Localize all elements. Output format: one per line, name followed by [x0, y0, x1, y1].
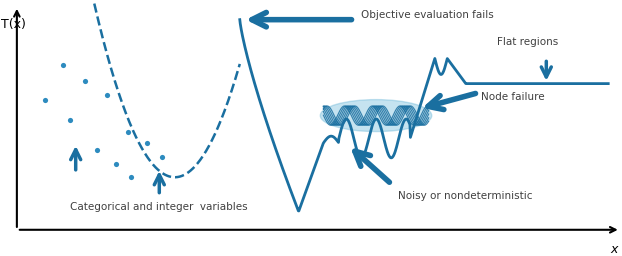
Ellipse shape — [320, 100, 432, 132]
Point — [65, 118, 75, 122]
Point — [126, 175, 136, 179]
Text: Objective evaluation fails: Objective evaluation fails — [361, 10, 493, 20]
Point — [93, 148, 103, 152]
Text: Node failure: Node failure — [481, 92, 545, 102]
Point — [123, 130, 133, 134]
Point — [101, 93, 111, 97]
Point — [142, 141, 152, 145]
Text: Flat regions: Flat regions — [497, 37, 558, 47]
Point — [40, 98, 50, 102]
Text: T(x): T(x) — [1, 18, 26, 31]
Text: Categorical and integer  variables: Categorical and integer variables — [70, 202, 247, 212]
Text: Noisy or nondeterministic: Noisy or nondeterministic — [397, 191, 532, 201]
Point — [58, 63, 68, 67]
Point — [80, 79, 90, 83]
Point — [111, 162, 121, 166]
Text: x: x — [611, 243, 618, 256]
Point — [157, 155, 167, 159]
